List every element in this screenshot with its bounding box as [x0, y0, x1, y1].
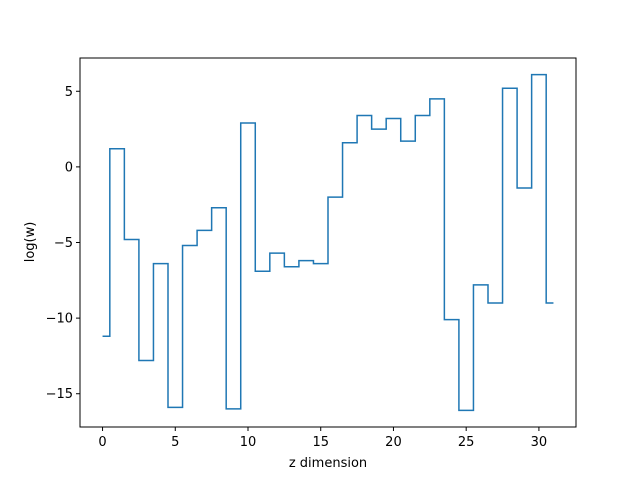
- series-line: [102, 73, 554, 412]
- data-point: [435, 96, 440, 101]
- ticks-layer: 0 5 10 15 20 25 30 −15 −10 −5 0 5: [46, 85, 548, 450]
- x-tick-label: 25: [458, 435, 475, 450]
- x-tick-label: 20: [385, 435, 402, 450]
- data-point: [391, 116, 396, 121]
- data-point: [231, 406, 236, 411]
- data-point: [202, 228, 207, 233]
- data-point: [289, 264, 294, 269]
- data-point: [275, 251, 280, 256]
- data-point: [362, 113, 367, 118]
- data-point: [260, 269, 265, 274]
- series-layer: [100, 72, 556, 413]
- data-point: [318, 261, 323, 266]
- data-point: [100, 334, 105, 339]
- data-point: [478, 282, 483, 287]
- data-point: [115, 146, 120, 151]
- y-tick-label: −5: [54, 236, 73, 251]
- data-point: [158, 261, 163, 266]
- data-point: [536, 72, 541, 77]
- data-point: [187, 243, 192, 248]
- data-point: [464, 408, 469, 413]
- data-point: [347, 140, 352, 145]
- y-tick-label: 5: [65, 85, 73, 100]
- x-axis-label: z dimension: [289, 456, 367, 471]
- data-point: [406, 139, 411, 144]
- x-tick-label: 30: [531, 435, 548, 450]
- data-point: [507, 86, 512, 91]
- x-tick-label: 10: [240, 435, 257, 450]
- data-point: [129, 237, 134, 242]
- data-point: [144, 358, 149, 363]
- y-tick-label: 0: [65, 160, 73, 175]
- data-point: [173, 405, 178, 410]
- data-point: [333, 195, 338, 200]
- data-point: [246, 121, 251, 126]
- data-point: [376, 127, 381, 132]
- x-tick-label: 0: [98, 435, 106, 450]
- x-tick-label: 15: [312, 435, 329, 450]
- plot-frame: [79, 57, 577, 428]
- y-tick-label: −15: [46, 387, 73, 402]
- data-point: [551, 300, 556, 305]
- data-point: [216, 205, 221, 210]
- data-point: [304, 258, 309, 263]
- data-point: [420, 113, 425, 118]
- data-point: [449, 317, 454, 322]
- y-axis-label: log(w): [23, 222, 38, 263]
- y-tick-label: −10: [46, 312, 73, 327]
- data-point: [493, 300, 498, 305]
- x-tick-label: 5: [171, 435, 179, 450]
- data-point: [522, 186, 527, 191]
